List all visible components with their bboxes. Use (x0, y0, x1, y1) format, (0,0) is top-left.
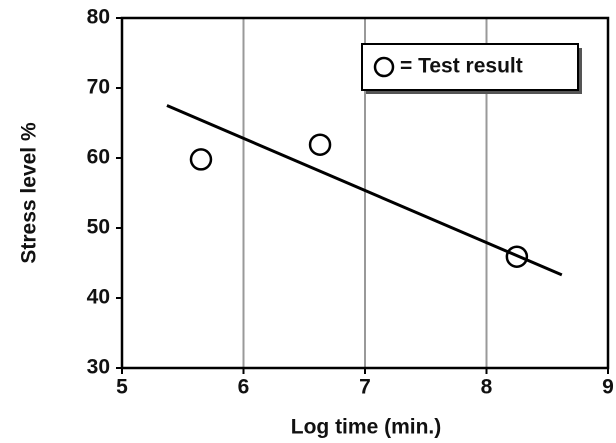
x-tick-label: 6 (238, 376, 250, 399)
y-tick-label: 60 (87, 146, 110, 169)
x-tick-label: 8 (481, 376, 493, 399)
data-point (308, 133, 332, 156)
legend-box (361, 43, 579, 91)
trend-line (166, 104, 563, 277)
y-tick-label: 40 (87, 286, 110, 309)
y-tick-label: 80 (87, 6, 110, 29)
x-tick-label: 5 (116, 376, 128, 399)
x-tick-label: 9 (602, 376, 614, 399)
x-tick-label: 7 (359, 376, 371, 399)
legend-marker (373, 56, 395, 78)
y-axis-label: Stress level % (18, 122, 41, 264)
y-tick-label: 30 (87, 356, 110, 379)
plot-border (120, 16, 610, 370)
data-point (189, 148, 213, 171)
y-tick-label: 70 (87, 76, 110, 99)
legend-label: = Test result (400, 55, 523, 78)
x-axis-label: Log time (min.) (291, 416, 442, 439)
y-tick-label: 50 (87, 216, 110, 239)
